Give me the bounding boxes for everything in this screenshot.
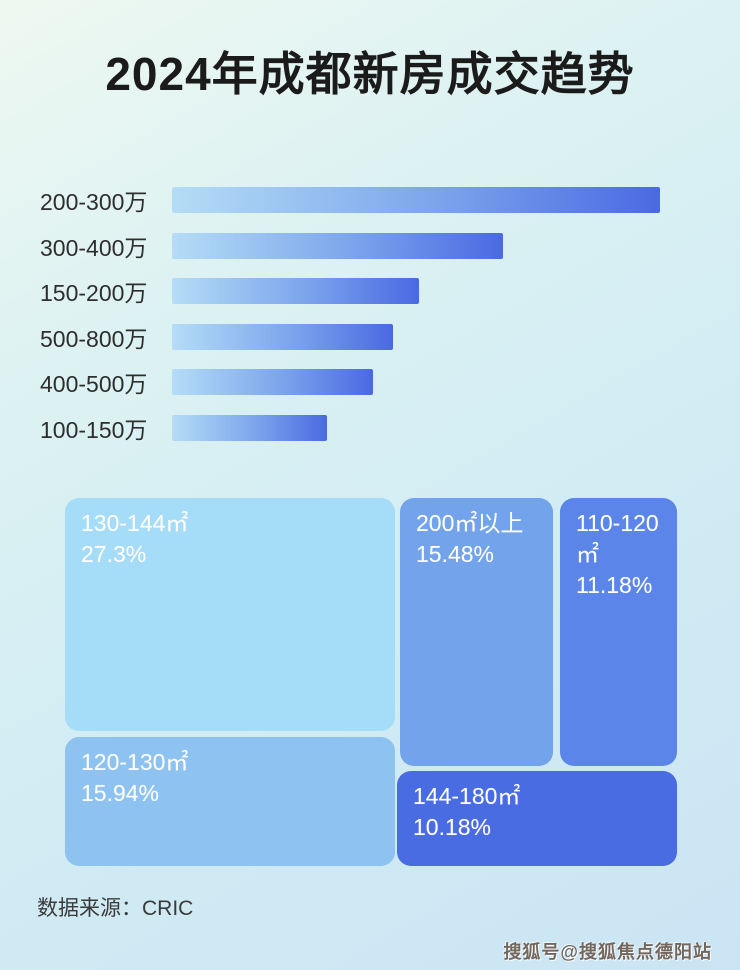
bar-track	[166, 369, 700, 395]
treemap-tile: 110-120㎡ 11.18%	[560, 498, 677, 766]
bar-category-label: 300-400万	[40, 234, 148, 261]
tile-percentage: 10.18%	[413, 814, 492, 840]
bar-fill	[172, 414, 327, 441]
treemap-tile: 120-130㎡ 15.94%	[65, 737, 395, 866]
bar-row: 400-500万	[40, 369, 700, 397]
bar-track	[166, 187, 700, 213]
tile-label: 120-130㎡	[81, 749, 189, 775]
tile-label: 144-180㎡	[413, 783, 521, 809]
treemap-tile: 144-180㎡ 10.18%	[397, 771, 677, 866]
bar-row: 200-300万	[40, 187, 700, 215]
data-source-note: 数据来源：CRIC	[37, 897, 194, 920]
price-range-bar-chart: 200-300万 300-400万 150-200万 500-800万 400-500万…	[40, 187, 700, 460]
bar-fill	[172, 323, 393, 350]
bar-row: 150-200万	[40, 278, 700, 306]
bar-category-label: 150-200万	[40, 280, 148, 306]
tile-percentage: 15.48%	[416, 541, 495, 567]
bar-row: 300-400万	[40, 232, 700, 261]
bar-row: 100-150万	[40, 414, 700, 443]
bar-category-label: 200-300万	[40, 189, 148, 215]
bar-track	[166, 323, 700, 350]
tile-label: 200㎡以上	[416, 510, 524, 536]
bar-fill	[172, 187, 660, 213]
treemap-tile: 200㎡以上 15.48%	[400, 498, 553, 766]
watermark: 搜狐号@搜狐焦点德阳站	[503, 942, 712, 962]
bar-category-label: 400-500万	[40, 371, 148, 397]
bar-fill	[172, 278, 419, 304]
treemap-tile: 130-144㎡ 27.3%	[65, 498, 395, 731]
tile-percentage: 15.94%	[81, 780, 160, 806]
tile-label: 110-120㎡	[576, 510, 659, 567]
bar-track	[166, 232, 700, 259]
tile-percentage: 27.3%	[81, 541, 147, 567]
bar-fill	[172, 369, 373, 395]
bar-row: 500-800万	[40, 323, 700, 352]
tile-percentage: 11.18%	[576, 572, 653, 598]
bar-fill	[172, 232, 503, 259]
tile-label: 130-144㎡	[81, 510, 189, 536]
bar-category-label: 500-800万	[40, 325, 148, 352]
bar-category-label: 100-150万	[40, 416, 148, 443]
bar-track	[166, 278, 700, 304]
page-title: 2024年成都新房成交趋势	[105, 48, 635, 100]
area-size-treemap: 130-144㎡ 27.3% 120-130㎡ 15.94% 200㎡以上 15.48% 1…	[65, 498, 677, 866]
bar-track	[166, 414, 700, 441]
